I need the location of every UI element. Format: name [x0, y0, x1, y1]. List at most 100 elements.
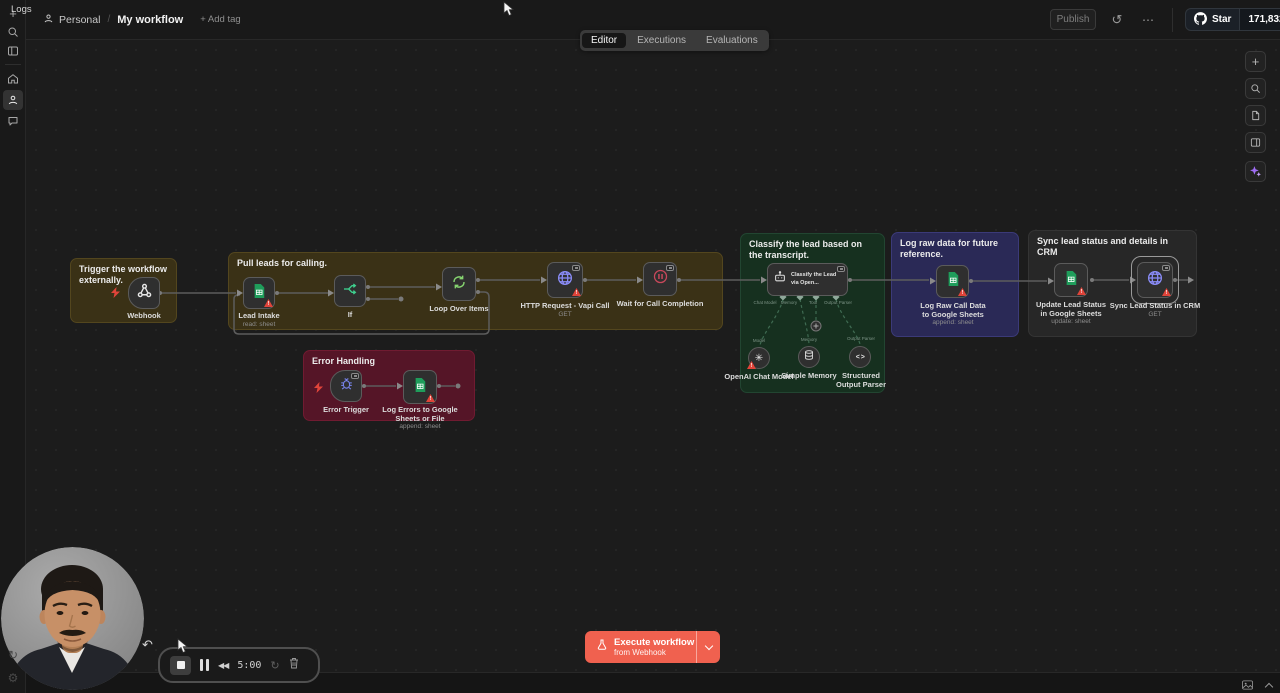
warning-triangle-icon	[1077, 287, 1086, 295]
robot-icon	[773, 270, 787, 289]
note-icon	[1162, 265, 1170, 271]
database-icon	[803, 348, 815, 366]
node-update-lead-status[interactable]	[1054, 263, 1088, 297]
node-log-raw-data[interactable]	[936, 265, 969, 298]
node-log-errors[interactable]	[403, 370, 437, 404]
node-lead-intake[interactable]	[243, 277, 275, 309]
node-wait[interactable]	[643, 262, 677, 296]
ai-sparkle-icon	[1250, 166, 1261, 177]
logs-label[interactable]: Logs	[11, 4, 32, 15]
node-error-trigger[interactable]	[330, 370, 362, 402]
ai-assistant-button[interactable]	[1245, 161, 1266, 182]
subnode-structured-output-parser[interactable]: < >	[849, 346, 871, 368]
chevron-up-icon[interactable]	[1264, 682, 1274, 692]
panel-toggle-button[interactable]	[1245, 132, 1266, 153]
node-loop-over-items[interactable]	[442, 267, 476, 301]
bug-icon	[339, 376, 354, 396]
sidebar-panel-icon[interactable]	[3, 41, 23, 61]
tab-editor[interactable]: Editor	[582, 33, 627, 48]
view-tabs: Editor Executions Evaluations	[580, 30, 769, 51]
rewind-icon[interactable]: ◀◀	[218, 660, 229, 670]
port-label-output-parser: Output Parser	[823, 300, 853, 305]
sticky-title: Sync lead status and details in CRM	[1037, 236, 1169, 258]
subnode-port-label: Model	[752, 338, 766, 343]
node-label: Lead Intake	[238, 311, 280, 320]
node-sublabel: GET	[1148, 311, 1162, 318]
node-webhook[interactable]	[128, 277, 160, 309]
execute-dropdown-button[interactable]	[696, 631, 720, 663]
recording-toolbar: ◀◀ 5:00 ↻	[158, 647, 320, 683]
node-classify-lead-agent[interactable]: Classify the Lead via Open...	[767, 263, 848, 296]
openai-icon: ✳	[754, 352, 764, 364]
version-history-icon[interactable]: ↺	[1111, 11, 1123, 27]
github-logo-icon	[1194, 11, 1207, 28]
workflow-title[interactable]: My workflow	[117, 13, 184, 26]
google-sheets-icon	[1064, 270, 1078, 291]
subnode-simple-memory[interactable]	[798, 346, 820, 368]
node-http-request-vapi[interactable]	[547, 262, 583, 298]
restart-timer-icon[interactable]: ↻	[270, 659, 280, 672]
subnode-port-label: Output Parser	[846, 336, 876, 341]
execute-label: Execute workflow	[614, 636, 695, 648]
warning-triangle-icon	[426, 394, 435, 402]
breadcrumb-project[interactable]: Personal	[43, 13, 100, 27]
chat-icon[interactable]	[3, 111, 23, 131]
note-icon	[837, 266, 845, 272]
undo-icon[interactable]: ↶	[142, 637, 153, 652]
execute-sublabel: from Webhook	[614, 648, 666, 658]
node-sync-lead-crm[interactable]	[1137, 262, 1173, 298]
stop-icon	[176, 661, 185, 669]
node-label: Update Lead Status in Google Sheets	[1035, 300, 1106, 318]
image-icon[interactable]	[1242, 677, 1253, 693]
trigger-bolt-icon	[314, 380, 323, 398]
mouse-cursor	[503, 1, 515, 22]
if-branch-icon	[342, 281, 358, 302]
node-label: If	[347, 310, 353, 319]
node-label: Wait for Call Completion	[616, 299, 704, 308]
canvas-search-button[interactable]	[1245, 78, 1266, 99]
publish-button[interactable]: Publish	[1050, 9, 1096, 30]
settings-gear-icon[interactable]: ⚙	[7, 671, 19, 685]
personal-section-icon[interactable]	[3, 90, 23, 110]
logs-panel-bar[interactable]	[26, 672, 1280, 693]
port-label-memory: Memory	[780, 300, 798, 305]
add-tag-button[interactable]: + Add tag	[200, 14, 241, 25]
sticky-note-classify[interactable]: Classify the lead based on the transcrip…	[740, 233, 885, 393]
header-divider	[1172, 8, 1173, 32]
github-star-widget[interactable]: Star 171,832	[1185, 8, 1280, 31]
node-sublabel: append: sheet	[399, 423, 441, 430]
home-icon[interactable]	[3, 69, 23, 89]
webcam-overlay[interactable]	[1, 547, 144, 690]
subnode-label: OpenAI Chat Model	[724, 372, 794, 381]
webhook-icon	[136, 282, 153, 304]
search-icon[interactable]	[3, 22, 23, 42]
more-options-icon[interactable]: ⋯	[1142, 12, 1154, 27]
node-if[interactable]	[334, 275, 366, 307]
add-workflow-icon[interactable]: +	[9, 5, 17, 21]
execute-workflow-button[interactable]: Execute workflow from Webhook	[585, 631, 720, 663]
note-icon	[572, 265, 580, 271]
subnode-openai-chat-model[interactable]: ✳	[747, 347, 770, 369]
tab-evaluations[interactable]: Evaluations	[706, 35, 758, 46]
warning-triangle-icon	[747, 361, 756, 369]
sticky-note-button[interactable]	[1245, 105, 1266, 126]
add-node-button[interactable]: +	[1245, 51, 1266, 72]
recording-timer: 5:00	[237, 659, 262, 671]
warning-triangle-icon	[1162, 288, 1171, 296]
node-sublabel: read: sheet	[242, 321, 276, 328]
tab-executions[interactable]: Executions	[637, 35, 687, 46]
node-label: Error Trigger	[323, 405, 369, 414]
trash-icon[interactable]	[289, 656, 299, 674]
sidebar-divider	[5, 64, 21, 65]
stop-recording-button[interactable]	[170, 655, 191, 675]
node-label: Webhook	[127, 311, 161, 320]
breadcrumb-separator: /	[107, 14, 111, 25]
node-label: Log Errors to Google Sheets or File	[382, 405, 458, 423]
node-sublabel: update: sheet	[1051, 318, 1091, 325]
history-icon[interactable]: ↻	[7, 648, 19, 662]
workflow-canvas[interactable]	[26, 40, 1280, 672]
sticky-title: Log raw data for future reference.	[900, 238, 999, 260]
pause-button[interactable]	[200, 659, 209, 671]
note-icon	[666, 265, 674, 271]
